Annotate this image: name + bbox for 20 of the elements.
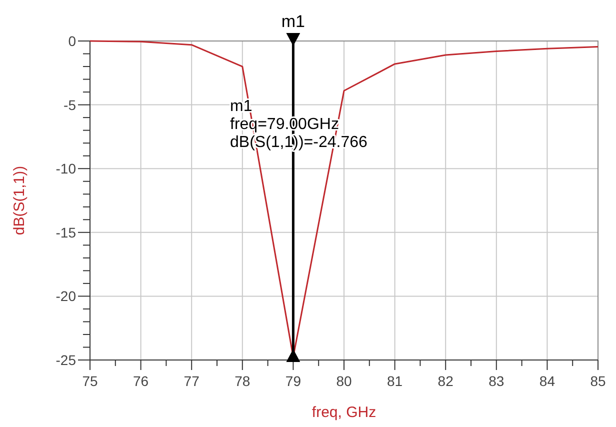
x-tick-label: 84: [539, 373, 556, 389]
y-tick-label: -25: [56, 352, 76, 368]
x-tick-label: 83: [488, 373, 504, 389]
x-tick-label: 75: [82, 373, 98, 389]
x-tick-label: 79: [285, 373, 302, 389]
x-tick-label: 78: [234, 373, 250, 389]
y-tick-label: -15: [56, 224, 76, 240]
y-axis-title: dB(S(1,1)): [11, 166, 28, 236]
ref-line-label: m1: [281, 12, 306, 31]
x-tick-label: 82: [438, 373, 454, 389]
x-tick-label: 76: [133, 373, 149, 389]
y-tick-label: -5: [64, 96, 76, 113]
y-tick-label: -10: [56, 160, 76, 177]
x-tick-label: 80: [336, 373, 352, 389]
x-tick-label: 85: [590, 373, 606, 389]
y-tick-label: -20: [56, 288, 76, 304]
x-tick-label: 81: [387, 373, 403, 389]
y-tick-label: 0: [68, 33, 76, 49]
x-axis-title: freq, GHz: [312, 404, 376, 421]
x-tick-label: 77: [184, 373, 200, 389]
